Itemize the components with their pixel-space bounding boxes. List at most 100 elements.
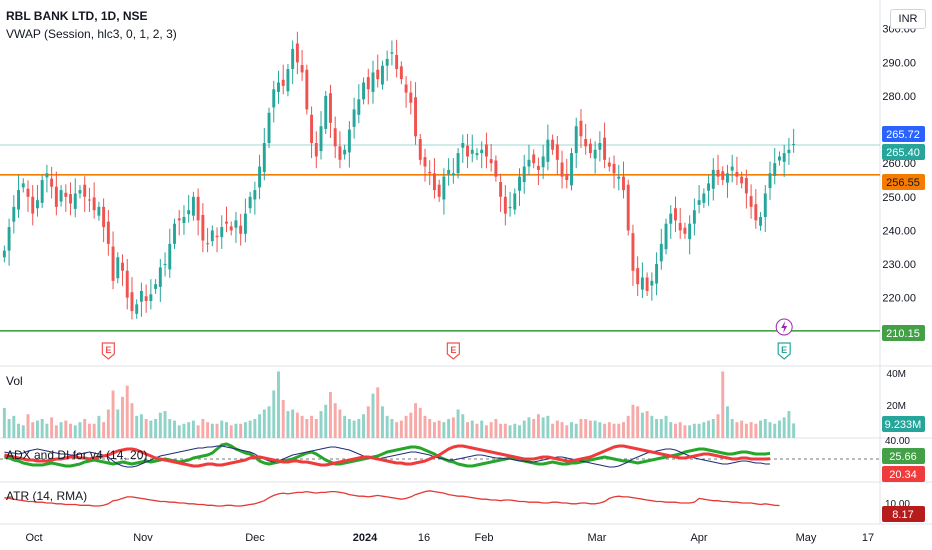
volume-bar bbox=[688, 425, 692, 438]
price-tick-label: 290.00 bbox=[882, 57, 916, 69]
volume-bar bbox=[740, 420, 744, 438]
volume-bar bbox=[612, 423, 616, 438]
volume-last-label-bg bbox=[882, 416, 925, 432]
candle-body bbox=[139, 290, 143, 302]
volume-bar bbox=[163, 411, 167, 438]
volume-bar bbox=[7, 418, 11, 438]
candle-body bbox=[262, 143, 266, 172]
candle-body bbox=[291, 48, 295, 70]
orange-level-label: 256.55 bbox=[886, 177, 920, 189]
volume-bar bbox=[116, 409, 120, 438]
candle-body bbox=[59, 190, 63, 202]
volume-bar bbox=[390, 418, 394, 438]
candle-body bbox=[451, 173, 455, 176]
candle-body bbox=[598, 143, 602, 150]
candle-body bbox=[432, 173, 436, 191]
orange-level-label-bg bbox=[882, 174, 925, 190]
volume-bar bbox=[243, 422, 247, 438]
candle-body bbox=[229, 226, 233, 231]
candle-body bbox=[541, 156, 545, 168]
time-axis[interactable]: Oct Nov Dec 2024 16 Feb Mar Apr May 17 bbox=[25, 532, 874, 544]
candle-body bbox=[721, 171, 725, 180]
volume-bar bbox=[54, 425, 58, 438]
candle-body bbox=[319, 126, 323, 152]
adx-series-adx bbox=[4, 442, 771, 468]
candle-body bbox=[711, 169, 715, 189]
adx-pane[interactable] bbox=[0, 442, 880, 468]
volume-bar bbox=[78, 422, 82, 438]
volume-pane[interactable] bbox=[2, 371, 796, 438]
volume-bar bbox=[21, 425, 25, 438]
price-pane[interactable] bbox=[0, 31, 880, 332]
volume-bar bbox=[168, 418, 172, 438]
price-tick-label: 250.00 bbox=[882, 192, 916, 204]
volume-bar bbox=[475, 423, 479, 438]
candle-body bbox=[423, 157, 427, 167]
price-axis[interactable]: 300.00290.00280.00270.00260.00250.00240.… bbox=[882, 24, 925, 522]
volume-bar bbox=[560, 422, 564, 438]
earnings-marker[interactable]: E bbox=[101, 342, 115, 360]
earnings-marker-shape bbox=[777, 342, 791, 360]
vwap-legend: VWAP (Session, hlc3, 0, 1, 2, 3) bbox=[6, 27, 177, 41]
volume-bar bbox=[574, 423, 578, 438]
volume-bar bbox=[267, 406, 271, 438]
volume-bar bbox=[726, 406, 729, 438]
candle-body bbox=[546, 139, 550, 162]
candle-body bbox=[277, 82, 280, 92]
candle-body bbox=[362, 82, 366, 100]
volume-bar bbox=[295, 412, 299, 438]
candle-body bbox=[494, 160, 498, 177]
volume-bar bbox=[92, 423, 96, 438]
candle-body bbox=[333, 128, 337, 147]
volume-bar bbox=[158, 412, 162, 438]
earnings-marker[interactable]: E bbox=[777, 342, 791, 360]
volume-bar bbox=[584, 418, 588, 438]
candle-body bbox=[338, 146, 342, 160]
candle-body bbox=[744, 177, 748, 194]
volume-bar bbox=[220, 420, 224, 438]
candle-body bbox=[281, 79, 285, 86]
currency-button[interactable]: INR bbox=[890, 9, 926, 29]
volume-bar bbox=[357, 418, 361, 438]
candle-body bbox=[324, 95, 328, 129]
candle-body bbox=[399, 66, 403, 80]
volume-bar bbox=[130, 403, 134, 438]
time-tick-label: Oct bbox=[25, 532, 42, 544]
volume-bar bbox=[782, 417, 786, 438]
candle-body bbox=[499, 182, 503, 197]
candle-body bbox=[220, 227, 224, 238]
volume-bar bbox=[432, 422, 436, 438]
candle-body bbox=[555, 144, 559, 160]
candle-body bbox=[97, 206, 101, 216]
candle-body bbox=[447, 169, 451, 174]
candle-body bbox=[64, 192, 68, 197]
candle-body bbox=[106, 221, 110, 244]
candle-body bbox=[121, 262, 124, 271]
volume-bar bbox=[744, 423, 748, 438]
candle-body bbox=[385, 58, 389, 66]
candle-body bbox=[532, 154, 536, 164]
volume-bar bbox=[721, 371, 725, 438]
volume-bar bbox=[12, 415, 16, 438]
volume-bar bbox=[674, 423, 677, 438]
atr-pane[interactable] bbox=[4, 490, 780, 507]
time-tick-label: Apr bbox=[690, 532, 707, 544]
time-tick-label: 17 bbox=[862, 532, 874, 544]
earnings-marker[interactable]: E bbox=[446, 342, 460, 360]
volume-bar bbox=[135, 415, 139, 438]
candle-body bbox=[215, 235, 219, 238]
volume-bar bbox=[730, 418, 734, 438]
candle-body bbox=[234, 220, 238, 228]
earnings-marker-shape bbox=[446, 342, 460, 360]
volume-bar bbox=[692, 423, 696, 438]
candle-body bbox=[574, 126, 578, 154]
volume-bar bbox=[579, 418, 583, 438]
candle-body bbox=[201, 214, 205, 241]
candle-body bbox=[357, 99, 361, 115]
volume-bar bbox=[111, 390, 115, 438]
candle-body bbox=[329, 93, 332, 123]
volume-bar bbox=[423, 415, 427, 438]
vwap-value-label-bg bbox=[882, 144, 925, 160]
volume-bar bbox=[551, 423, 555, 438]
candle-body bbox=[376, 69, 380, 80]
